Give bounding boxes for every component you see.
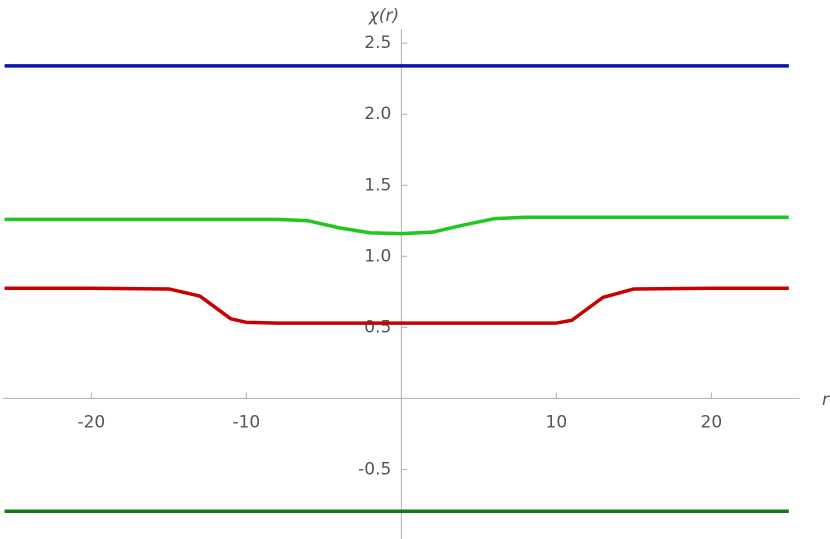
x-tick-label: 10 [546,412,568,432]
series-line [4,215,789,236]
x-tick-label: -20 [77,412,105,432]
y-tick-label: 2.0 [364,104,391,124]
x-tick-label: 20 [701,412,723,432]
y-tick-label: -0.5 [358,459,391,479]
series-line [4,286,789,325]
y-tick-label: 1.0 [364,246,391,266]
y-tick-label: 0.5 [364,317,391,337]
x-tick-label: -10 [232,412,260,432]
y-axis-label: χ(r) [368,6,399,26]
y-tick-label: 2.5 [364,33,391,53]
y-tick-label: 1.5 [364,175,391,195]
x-axis-label: r [822,390,830,410]
